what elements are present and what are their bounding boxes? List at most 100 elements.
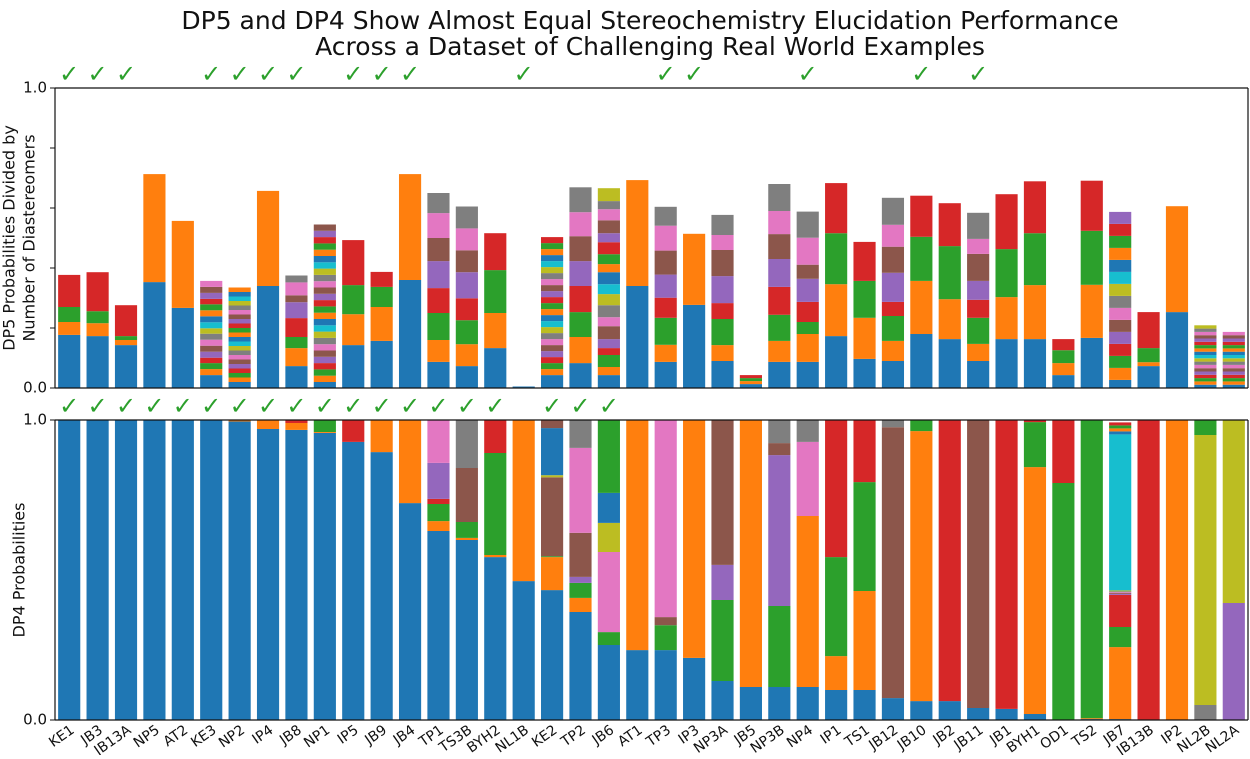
bar-segment [200,280,223,287]
bar-segment [654,361,677,388]
bar-segment [1194,705,1217,720]
bar-segment [1222,348,1245,352]
bar-segment [768,184,791,211]
bar-segment [1109,425,1132,429]
bar-segment [1194,361,1217,365]
bar-segment [541,309,564,316]
bar-segment [541,345,564,352]
bar-segment [370,420,393,453]
bar-segment [739,687,762,720]
bar-segment [1052,350,1075,364]
bar-segment [768,420,791,444]
bar-segment [711,420,734,565]
bar-segment [228,382,251,388]
bar-segment [256,429,280,720]
x-tick-label: NP3B [748,722,788,755]
bar-segment [1222,371,1245,375]
bar-segment [313,262,336,269]
bar-segment [1194,331,1217,336]
bar-segment [768,259,791,287]
bar-segment [541,297,564,304]
bar-segment [455,206,478,229]
bar-segment [569,261,592,286]
bar-segment [768,443,791,456]
bar-segment [1023,714,1047,720]
bar-segment [285,295,308,303]
bar-segment [1080,420,1103,719]
bar-segment [228,421,251,720]
bar-segment [683,233,706,305]
bar-segment [541,475,564,478]
bar-segment [1194,348,1217,352]
bar-segment [1222,420,1245,603]
bar-segment [597,294,620,306]
bar-segment [1194,420,1217,435]
bar-segment [228,364,251,369]
bar-segment [228,368,251,373]
bar-segment [228,332,251,337]
x-tick-label: JB9 [361,722,390,749]
bar-segment [768,687,791,720]
check-mark: ✓ [88,60,108,88]
bar-segment [512,581,535,720]
bar-segment [967,238,990,254]
bar-segment [200,420,223,720]
bar-segment [597,326,620,340]
bar-segment [455,320,478,345]
check-mark: ✓ [144,392,164,420]
bar-segment [711,214,734,235]
bar-segment [455,344,478,367]
check-mark: ✓ [88,392,108,420]
bar-segment [967,420,990,708]
check-mark: ✓ [798,60,818,88]
bar-segment [370,286,393,307]
bar-segment [938,420,961,702]
bar-segment [1194,364,1217,369]
bar-segment [313,331,336,338]
bar-segment [739,378,762,382]
bar-segment [200,304,223,311]
bar-segment [1137,348,1160,363]
check-mark: ✓ [201,60,221,88]
bar-segment [711,276,734,304]
bar-segment [853,280,876,318]
bar-segment [569,363,592,388]
bar-segment [1165,312,1189,388]
bar-segment [313,230,336,238]
bar-segment [1052,420,1075,483]
bar-segment [58,274,81,307]
bar-segment [228,314,251,319]
bar-segment [1194,378,1217,382]
bar-segment [796,516,819,687]
bar-segment [1194,368,1217,372]
bar-segment [427,313,450,340]
bar-segment [228,359,251,364]
check-mark: ✓ [59,392,79,420]
bar-segment [683,420,706,658]
bar-segment [910,420,933,432]
check-mark: ✓ [230,60,250,88]
bar-segment [427,498,450,504]
bar-segment [455,228,478,251]
bar-segment [200,345,223,352]
bar-segment [1052,339,1075,351]
bar-segment [541,428,564,476]
bar-segment [1109,295,1132,308]
bar-segment [683,304,706,388]
bar-segment [427,340,450,362]
bar-segment [796,264,819,279]
bar-segment [427,504,450,522]
bar-segment [541,327,564,334]
x-tick-label: JB6 [589,722,618,749]
bar-segment [200,316,223,323]
bar-segment [597,254,620,265]
bar-segment [1194,381,1217,385]
bar-segment [1194,328,1217,332]
bar-segment [1137,312,1160,349]
bar-segment [569,576,592,583]
x-tick-label: TP2 [558,722,589,751]
bar-segment [313,325,336,332]
bar-segment [967,708,990,720]
bar-segment [313,375,336,382]
bar-segment [881,420,905,428]
